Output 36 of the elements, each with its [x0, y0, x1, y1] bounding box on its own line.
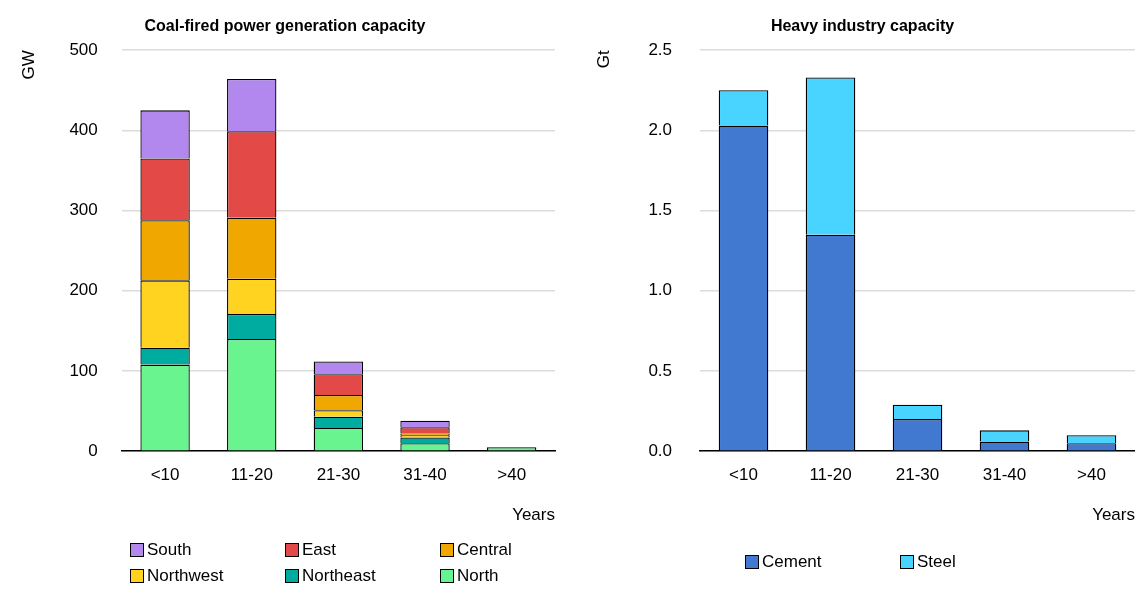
x-tick-label: <10 [150, 465, 180, 485]
chart-title: Coal-fired power generation capacity [144, 17, 426, 35]
y-tick-label: 500 [69, 39, 98, 59]
legend-label: Cement [762, 552, 822, 572]
x-tick-label: 21-30 [316, 465, 361, 485]
legend-label: Northeast [302, 566, 376, 586]
y-tick-label: 300 [69, 200, 98, 220]
legend-label: Steel [917, 552, 956, 572]
y-tick-label: 200 [69, 280, 98, 300]
y-tick-label: 1.0 [648, 280, 673, 300]
y-tick-label: 400 [69, 120, 98, 140]
chart-title: Heavy industry capacity [770, 17, 955, 35]
y-tick-label: 0 [88, 440, 98, 460]
x-axis-title: Years [1092, 505, 1135, 525]
y-tick-label: 0.0 [648, 440, 673, 460]
legend-label: North [457, 566, 499, 586]
x-tick-label: 31-40 [403, 465, 447, 485]
legend-label: Central [457, 540, 512, 560]
x-tick-label: 11-20 [809, 465, 852, 485]
legend-label: South [147, 540, 192, 560]
y-tick-label: 2.5 [648, 39, 673, 59]
x-tick-label: 11-20 [230, 465, 273, 485]
y-tick-label: 0.5 [648, 360, 673, 380]
y-tick-label: 1.5 [648, 200, 673, 220]
x-tick-label: <10 [729, 465, 758, 485]
x-tick-label: >40 [1077, 465, 1106, 485]
y-axis-title: GW [18, 50, 38, 80]
x-tick-label: 21-30 [895, 465, 940, 485]
y-axis-title: Gt [593, 49, 613, 69]
legend-label: East [302, 540, 337, 560]
x-axis-title: Years [512, 505, 555, 525]
x-tick-label: 31-40 [982, 465, 1027, 485]
x-tick-label: >40 [497, 465, 527, 485]
legend-label: Northwest [147, 566, 224, 586]
y-tick-label: 100 [69, 360, 98, 380]
y-tick-label: 2.0 [648, 120, 673, 140]
